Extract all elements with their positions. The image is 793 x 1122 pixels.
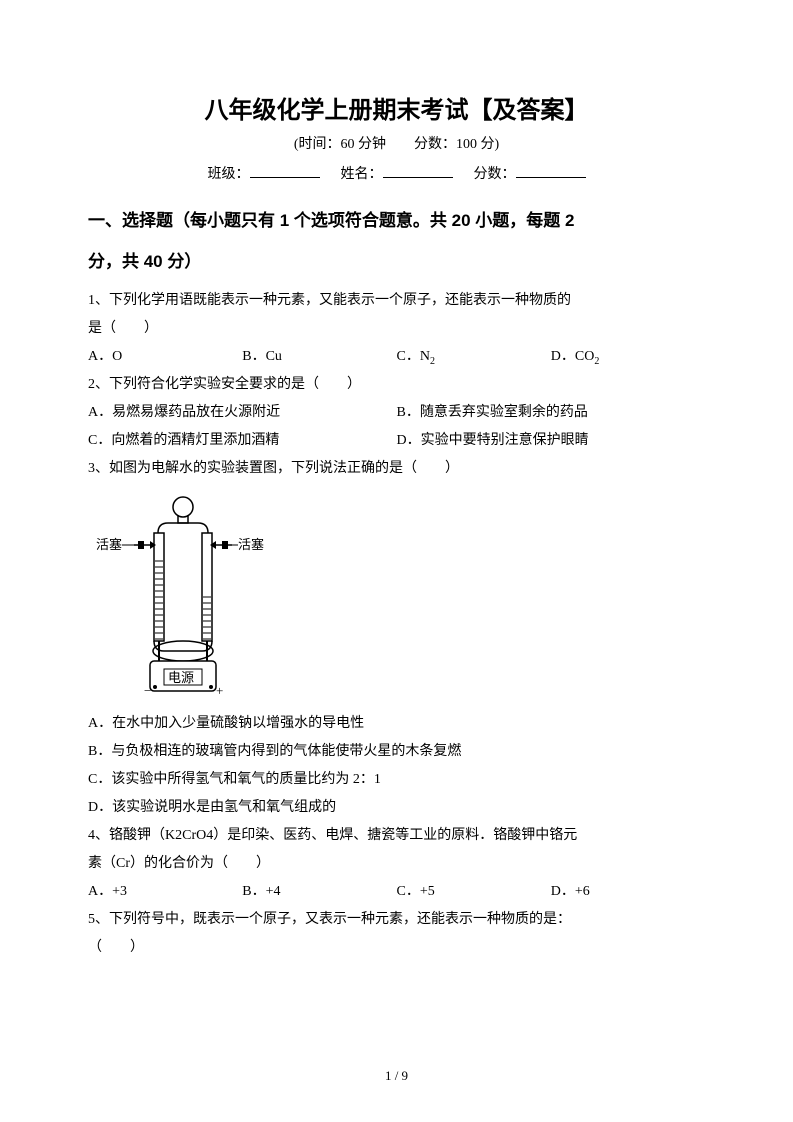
exam-title: 八年级化学上册期末考试【及答案】 <box>88 90 705 125</box>
q1-stem-line1: 1、下列化学用语既能表示一种元素，又能表示一个原子，还能表示一种物质的 <box>88 293 571 308</box>
score-blank[interactable] <box>516 163 586 178</box>
diagram-plus: + <box>216 683 223 698</box>
q3-opt-b: B．与负极相连的玻璃管内得到的气体能使带火星的木条复燃 <box>88 738 705 766</box>
q2-opt-d: D．实验中要特别注意保护眼睛 <box>397 427 706 455</box>
q3-stem: 3、如图为电解水的实验装置图，下列说法正确的是（ ） <box>88 455 705 483</box>
q2-stem: 2、下列符合化学实验安全要求的是（ ） <box>88 371 705 399</box>
q5-stem: 5、下列符号中，既表示一个原子，又表示一种元素，还能表示一种物质的是： （ ） <box>88 906 705 962</box>
q4-opt-c: C．+5 <box>397 878 551 906</box>
q1-stem: 1、下列化学用语既能表示一种元素，又能表示一个原子，还能表示一种物质的 是（ ） <box>88 287 705 343</box>
q4-stem-line2: 素（Cr）的化合价为（ ） <box>88 856 270 871</box>
q1-opt-a: A．O <box>88 343 242 372</box>
q3-opt-c: C．该实验中所得氢气和氧气的质量比约为 2：1 <box>88 766 705 794</box>
score-label: 分数： <box>474 167 516 182</box>
q3-opt-d: D．该实验说明水是由氢气和氧气组成的 <box>88 794 705 822</box>
q3-opt-a: A．在水中加入少量硫酸钠以增强水的导电性 <box>88 710 705 738</box>
q1-options: A．O B．Cu C．N2 D．CO2 <box>88 343 705 372</box>
q1-stem-line2: 是（ ） <box>88 321 158 336</box>
q2-opt-a: A．易燃易爆药品放在火源附近 <box>88 399 397 427</box>
q5-stem-line2: （ ） <box>88 940 144 955</box>
name-label: 姓名： <box>341 167 383 182</box>
section-1-line2: 分，共 40 分） <box>88 252 201 271</box>
q4-opt-d: D．+6 <box>551 878 705 906</box>
page-number: 1 / 9 <box>0 1068 793 1084</box>
q1-opt-c: C．N2 <box>397 343 551 372</box>
diagram-label-left: 活塞 <box>96 537 122 552</box>
electrolysis-diagram: 活塞 活塞 电源 − + <box>88 489 705 704</box>
q4-stem: 4、铬酸钾（K2CrO4）是印染、医药、电焊、搪瓷等工业的原料．铬酸钾中铬元 素… <box>88 822 705 878</box>
q2-options-row2: C．向燃着的酒精灯里添加酒精 D．实验中要特别注意保护眼睛 <box>88 427 705 455</box>
q4-opt-a: A．+3 <box>88 878 242 906</box>
diagram-power-label: 电源 <box>168 670 194 685</box>
student-info-line: 班级： 姓名： 分数： <box>88 163 705 183</box>
section-1-heading: 一、选择题（每小题只有 1 个选项符合题意。共 20 小题，每题 2 分，共 4… <box>88 201 705 283</box>
diagram-label-right: 活塞 <box>238 537 264 552</box>
q1-opt-b: B．Cu <box>242 343 396 372</box>
q2-opt-c: C．向燃着的酒精灯里添加酒精 <box>88 427 397 455</box>
class-label: 班级： <box>208 167 250 182</box>
section-1-line1: 一、选择题（每小题只有 1 个选项符合题意。共 20 小题，每题 2 <box>88 211 574 230</box>
q4-options: A．+3 B．+4 C．+5 D．+6 <box>88 878 705 906</box>
exam-subtitle: (时间：60 分钟 分数：100 分) <box>88 133 705 153</box>
q2-opt-b: B．随意丢弃实验室剩余的药品 <box>397 399 706 427</box>
q4-stem-line1: 4、铬酸钾（K2CrO4）是印染、医药、电焊、搪瓷等工业的原料．铬酸钾中铬元 <box>88 828 577 843</box>
q4-opt-b: B．+4 <box>242 878 396 906</box>
class-blank[interactable] <box>250 163 320 178</box>
q5-stem-line1: 5、下列符号中，既表示一个原子，又表示一种元素，还能表示一种物质的是： <box>88 912 571 927</box>
diagram-minus: − <box>144 683 151 698</box>
q1-opt-d: D．CO2 <box>551 343 705 372</box>
q2-options-row1: A．易燃易爆药品放在火源附近 B．随意丢弃实验室剩余的药品 <box>88 399 705 427</box>
name-blank[interactable] <box>383 163 453 178</box>
